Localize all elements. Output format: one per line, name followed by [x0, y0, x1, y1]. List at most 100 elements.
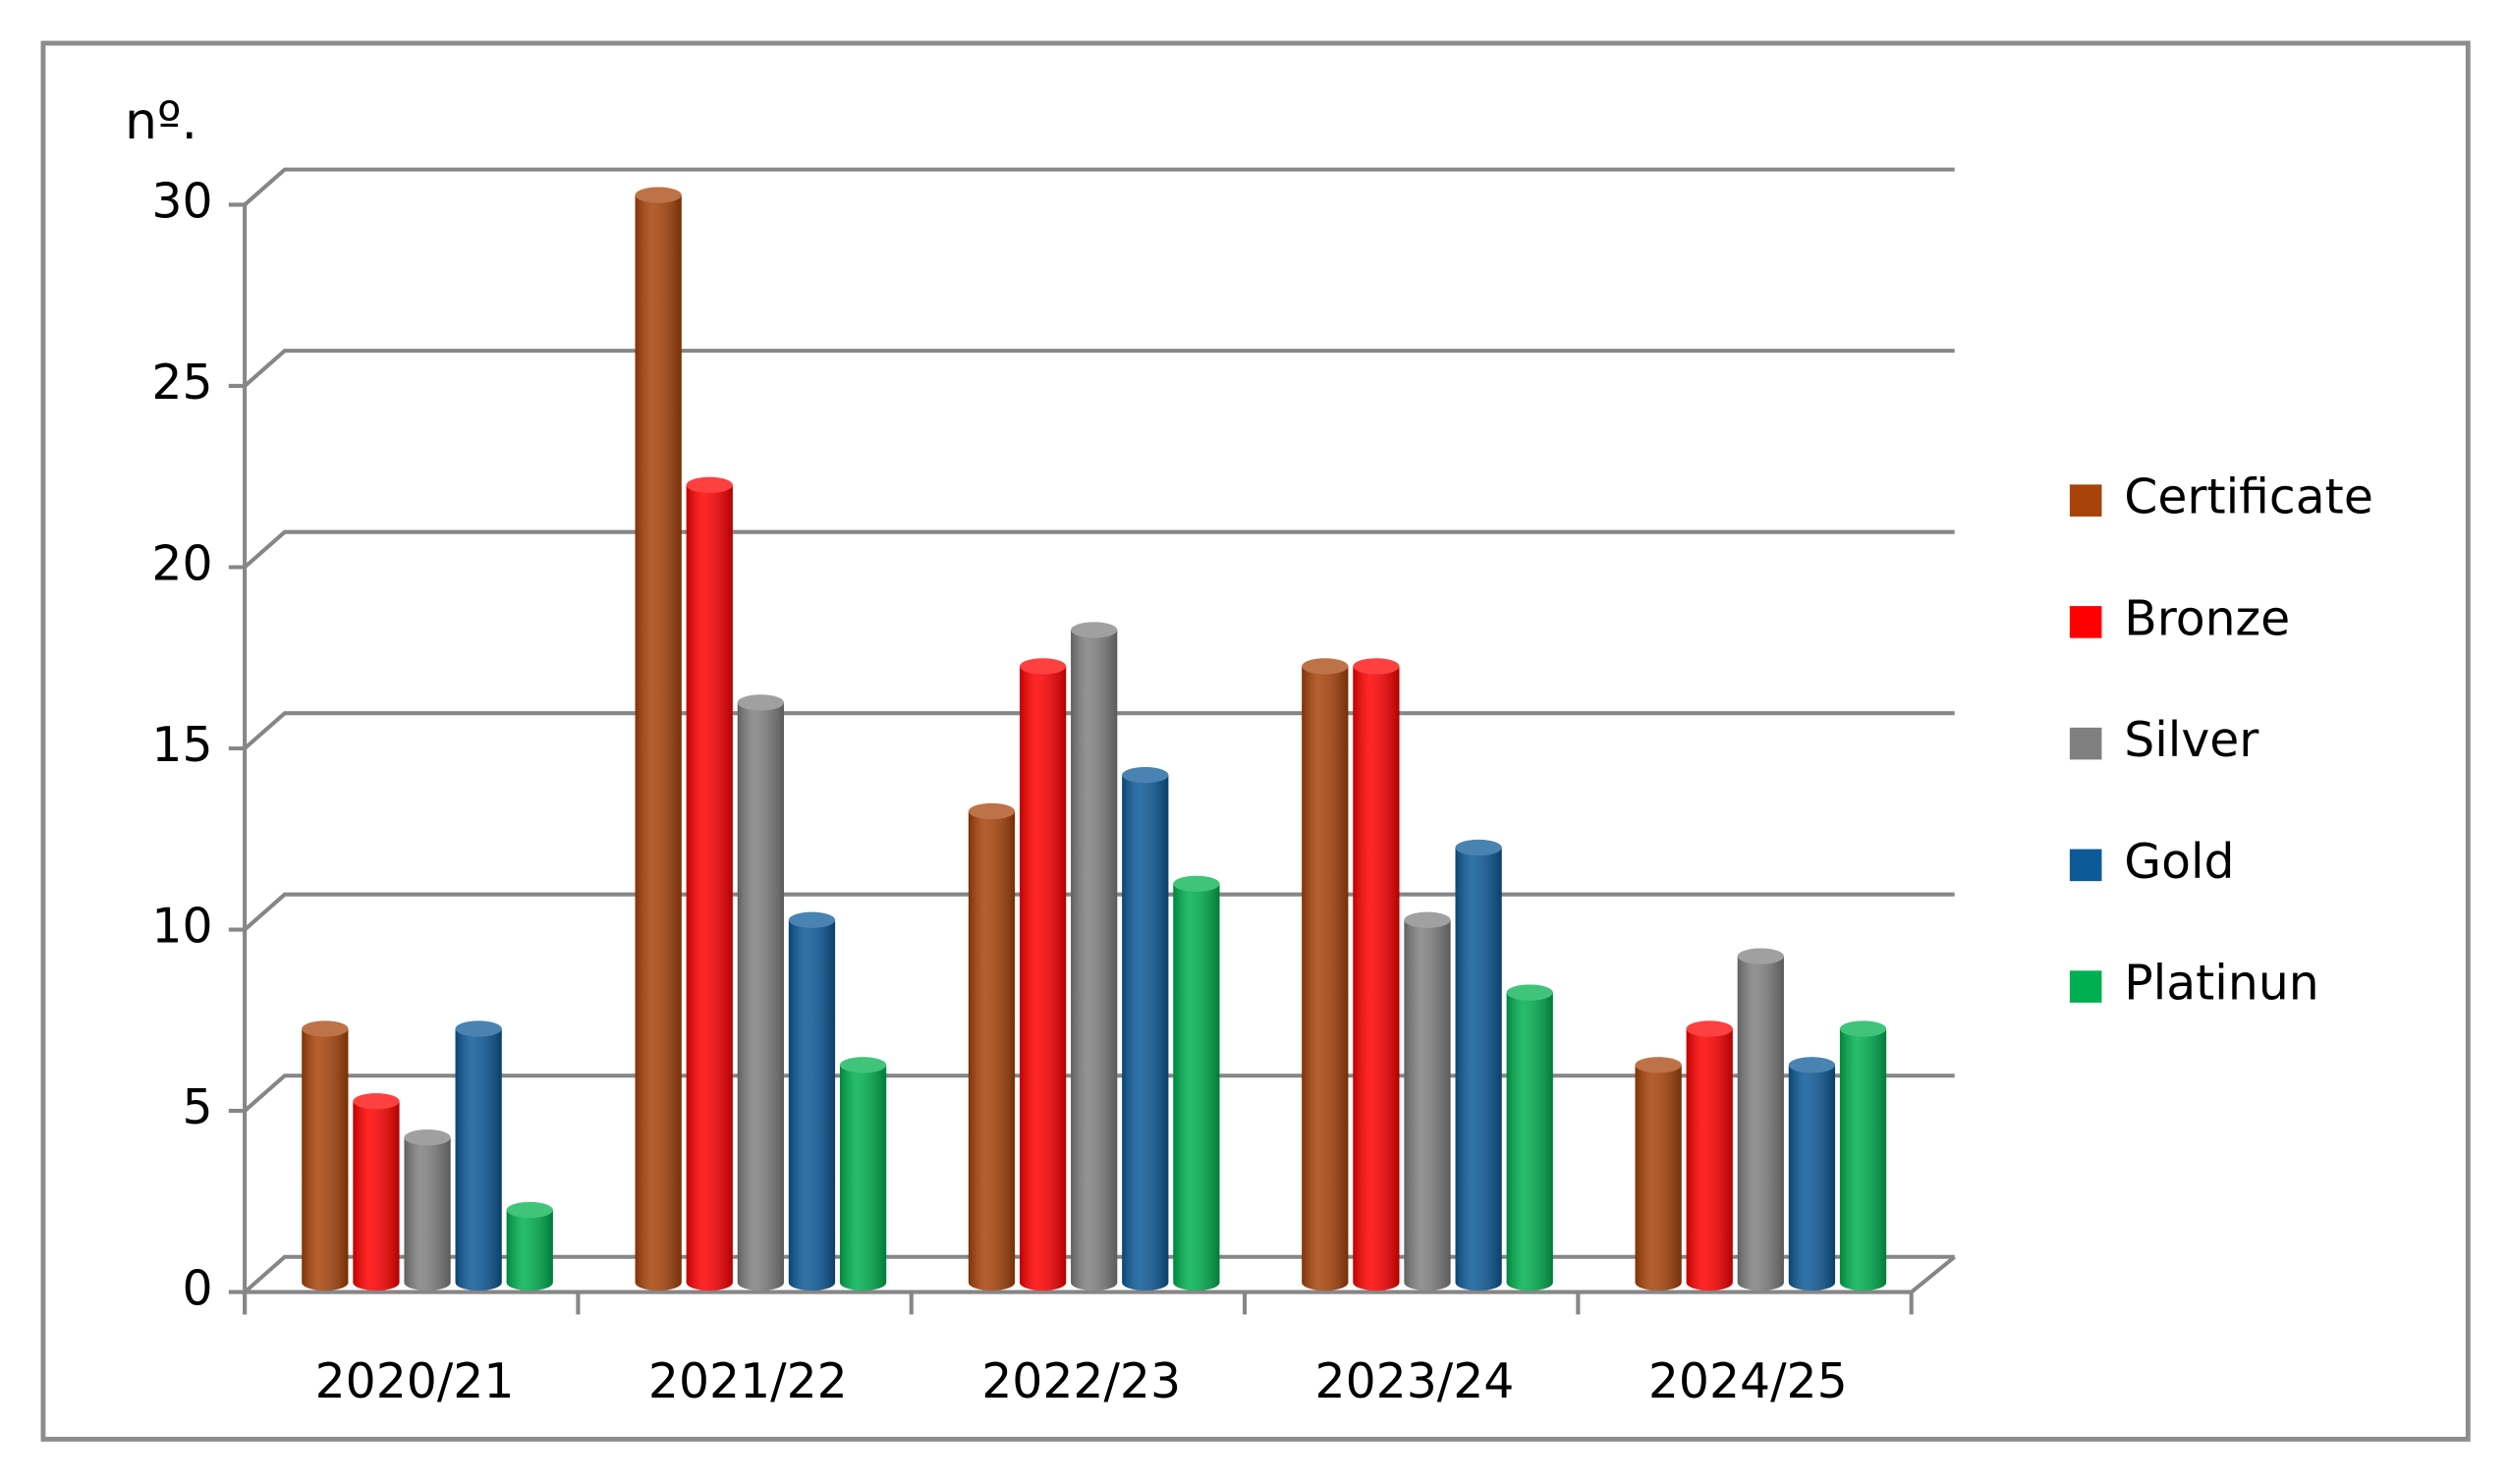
bar-shading — [1302, 666, 1349, 1291]
bar-top-highlight — [353, 1093, 400, 1110]
bar-shading — [1635, 1065, 1682, 1291]
bar-top — [455, 1020, 502, 1037]
bar-top-highlight — [839, 1057, 887, 1073]
bar-top-highlight — [404, 1129, 451, 1146]
bar-shading — [455, 1028, 502, 1291]
legend-swatch — [2069, 970, 2102, 1003]
bar-shading — [1071, 630, 1118, 1291]
y-tick-label: 30 — [151, 173, 212, 229]
bar-top-highlight — [1122, 767, 1169, 784]
y-axis-label: nº. — [125, 92, 197, 151]
legend-swatch — [2069, 849, 2102, 882]
x-tick-label: 2021/22 — [648, 1353, 848, 1409]
bar-shading — [1839, 1028, 1887, 1291]
bar-top — [968, 802, 1016, 820]
bar-top — [1353, 658, 1400, 675]
grid-line — [243, 349, 1955, 388]
bar-top-highlight — [635, 187, 682, 203]
bar-top — [1506, 984, 1553, 1001]
bar-top — [737, 694, 784, 711]
bar-top — [788, 911, 836, 928]
y-tick-label: 25 — [151, 355, 212, 411]
bar-shading — [1353, 666, 1400, 1291]
y-tick-label: 0 — [182, 1261, 212, 1317]
bar-top — [302, 1020, 349, 1037]
bar-top-highlight — [1788, 1057, 1836, 1073]
x-tick-label: 2023/24 — [1315, 1353, 1515, 1409]
legend-label: Platinun — [2124, 956, 2318, 1012]
legend-swatch — [2069, 606, 2102, 638]
bar-shading — [635, 194, 682, 1291]
bar-top — [1122, 767, 1169, 784]
bar-top — [635, 187, 682, 203]
bar-top — [1404, 911, 1451, 928]
x-tick-label: 2024/25 — [1648, 1353, 1848, 1409]
bar-shading — [1173, 883, 1220, 1291]
bar-top — [1071, 622, 1118, 638]
bar-shading — [1737, 956, 1784, 1291]
bar-top-highlight — [455, 1020, 502, 1037]
bar-top-highlight — [1071, 622, 1118, 638]
legend-label: Certificate — [2124, 469, 2373, 525]
bar-top-highlight — [968, 802, 1016, 820]
bar-top-highlight — [1353, 658, 1400, 675]
legend-label: Bronze — [2124, 590, 2290, 646]
legend-swatch — [2069, 727, 2102, 760]
bar-shading — [353, 1101, 400, 1291]
bar-shading — [839, 1065, 887, 1291]
legend-label: Silver — [2124, 712, 2259, 768]
bar-top — [1737, 948, 1784, 964]
bar-top — [839, 1057, 887, 1073]
x-tick-label: 2022/23 — [981, 1353, 1181, 1409]
bar-top-highlight — [1302, 658, 1349, 675]
bar-top — [1788, 1057, 1836, 1073]
bar-top-highlight — [1173, 875, 1220, 893]
y-tick-label: 10 — [151, 899, 212, 955]
grid-line — [243, 167, 1955, 206]
bar-top — [1019, 658, 1067, 675]
bar-shading — [1019, 666, 1067, 1291]
bar-shading — [302, 1028, 349, 1291]
bar-shading — [1788, 1065, 1836, 1291]
bar-shading — [686, 484, 733, 1291]
bar-shading — [1122, 775, 1169, 1291]
bar-top-highlight — [1019, 658, 1067, 675]
bar-top — [1173, 875, 1220, 893]
bar-top — [686, 476, 733, 494]
bar-top-highlight — [788, 911, 836, 928]
grid-line — [243, 529, 1955, 570]
bar-top-highlight — [1506, 984, 1553, 1001]
bar-shading — [1455, 847, 1502, 1291]
bar-top — [1839, 1020, 1887, 1037]
bar-top — [1686, 1020, 1733, 1037]
legend-label: Gold — [2124, 834, 2234, 890]
bar-top-highlight — [1404, 911, 1451, 928]
bar-top-highlight — [302, 1020, 349, 1037]
bar-shading — [1506, 992, 1553, 1291]
y-tick-label: 20 — [151, 535, 212, 591]
bar-top — [1455, 839, 1502, 856]
bar-top — [1635, 1057, 1682, 1073]
bar-top-highlight — [686, 476, 733, 494]
bar-top — [1302, 658, 1349, 675]
bar-top-highlight — [1635, 1057, 1682, 1073]
legend-swatch — [2069, 484, 2102, 517]
bar-shading — [404, 1137, 451, 1291]
bar-shading — [506, 1210, 553, 1291]
bar-shading — [968, 811, 1016, 1291]
bar-top-highlight — [1839, 1020, 1887, 1037]
bar-shading — [1404, 919, 1451, 1291]
y-tick-label: 15 — [151, 717, 212, 773]
bar-top-highlight — [506, 1201, 553, 1219]
bar-top-highlight — [1455, 839, 1502, 856]
bar-top — [506, 1201, 553, 1219]
bar-top-highlight — [737, 694, 784, 711]
y-tick-label: 5 — [182, 1079, 212, 1135]
bar-top — [404, 1129, 451, 1146]
bar-shading — [1686, 1028, 1733, 1291]
bar-shading — [737, 702, 784, 1291]
x-tick-label: 2020/21 — [315, 1353, 515, 1409]
bar-top-highlight — [1737, 948, 1784, 964]
